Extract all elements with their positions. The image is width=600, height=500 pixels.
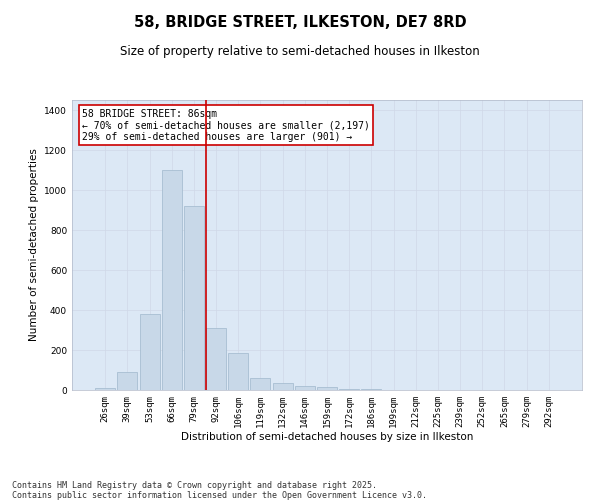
Y-axis label: Number of semi-detached properties: Number of semi-detached properties bbox=[29, 148, 38, 342]
Bar bbox=[228, 353, 248, 390]
Text: Distribution of semi-detached houses by size in Ilkeston: Distribution of semi-detached houses by … bbox=[181, 432, 473, 442]
Bar bbox=[140, 314, 160, 390]
Text: 58 BRIDGE STREET: 86sqm
← 70% of semi-detached houses are smaller (2,197)
29% of: 58 BRIDGE STREET: 86sqm ← 70% of semi-de… bbox=[82, 108, 370, 142]
Bar bbox=[206, 328, 226, 390]
Bar bbox=[317, 387, 337, 390]
Bar bbox=[118, 372, 137, 390]
Bar bbox=[95, 388, 115, 390]
Text: Contains HM Land Registry data © Crown copyright and database right 2025.
Contai: Contains HM Land Registry data © Crown c… bbox=[12, 480, 427, 500]
Bar bbox=[295, 386, 315, 390]
Bar bbox=[272, 383, 293, 390]
Text: Size of property relative to semi-detached houses in Ilkeston: Size of property relative to semi-detach… bbox=[120, 45, 480, 58]
Bar bbox=[339, 388, 359, 390]
Bar bbox=[184, 206, 204, 390]
Text: 58, BRIDGE STREET, ILKESTON, DE7 8RD: 58, BRIDGE STREET, ILKESTON, DE7 8RD bbox=[134, 15, 466, 30]
Bar bbox=[162, 170, 182, 390]
Bar bbox=[250, 378, 271, 390]
